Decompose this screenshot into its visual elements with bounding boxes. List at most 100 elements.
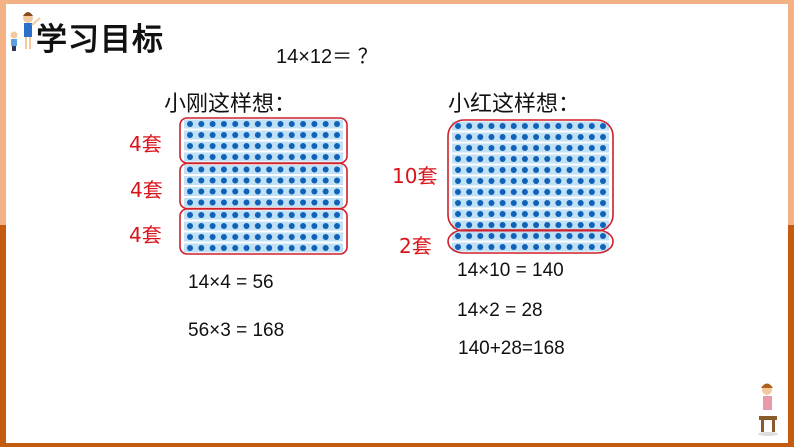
dot [198, 234, 205, 240]
dot [455, 244, 461, 250]
dot [220, 212, 227, 218]
dot [187, 154, 193, 160]
dot [544, 145, 551, 151]
dot [334, 199, 340, 206]
dot [510, 145, 517, 151]
dot [198, 143, 205, 149]
equation: 14×2 = 28 [457, 300, 543, 321]
dot [577, 211, 584, 217]
dot [198, 154, 205, 160]
dot [577, 145, 584, 151]
dot [254, 234, 261, 240]
dot [566, 189, 573, 195]
dot [566, 200, 573, 206]
row-stripe [452, 220, 609, 230]
dot [277, 234, 284, 240]
right-heading: 小红这样想： [448, 92, 581, 117]
dot [600, 123, 606, 129]
dot [198, 223, 205, 229]
dot [466, 167, 473, 173]
dot [455, 134, 461, 140]
dot [232, 121, 239, 127]
dot [334, 143, 340, 149]
dot [209, 132, 216, 138]
dot [300, 245, 307, 251]
dot [521, 200, 528, 206]
dot [510, 222, 517, 228]
dot [477, 211, 484, 217]
dot [322, 188, 329, 195]
dot [488, 156, 495, 162]
dot [600, 189, 606, 195]
dot [588, 167, 595, 173]
dot [555, 233, 562, 239]
dot [254, 154, 261, 160]
dot [209, 212, 216, 218]
dot [588, 145, 595, 151]
dot [510, 156, 517, 162]
dot [277, 132, 284, 138]
dot [544, 167, 551, 173]
dot [488, 123, 495, 129]
dot [521, 211, 528, 217]
row-stripe [452, 121, 609, 131]
dot [566, 145, 573, 151]
dot [477, 200, 484, 206]
dot [588, 189, 595, 195]
dot [209, 143, 216, 149]
dot [577, 156, 584, 162]
dot [288, 188, 295, 195]
dot [266, 234, 273, 240]
dot [555, 178, 562, 184]
dot [254, 143, 261, 149]
dot [521, 123, 528, 129]
dot [533, 167, 540, 173]
dot [288, 212, 295, 218]
dot [600, 244, 606, 250]
dot [187, 212, 193, 218]
dot [600, 134, 606, 140]
dot [322, 132, 329, 138]
dot [300, 223, 307, 229]
dot [334, 154, 340, 160]
group-box [179, 208, 348, 255]
dot [488, 200, 495, 206]
dot [243, 223, 250, 229]
dot [521, 233, 528, 239]
dot [300, 166, 307, 173]
dot [254, 177, 261, 184]
dot [311, 212, 318, 218]
dot [209, 166, 216, 173]
dot [288, 223, 295, 229]
dot [311, 234, 318, 240]
dot [187, 234, 193, 240]
dot [277, 223, 284, 229]
dot [455, 211, 461, 217]
dot [266, 188, 273, 195]
dot [533, 200, 540, 206]
dot [322, 199, 329, 206]
row-stripe [452, 132, 609, 142]
dot [566, 244, 573, 250]
row-stripe [452, 165, 609, 175]
row-stripe [184, 176, 343, 185]
dot [209, 188, 216, 195]
dot [455, 167, 461, 173]
dot [311, 121, 318, 127]
dot [499, 134, 506, 140]
dot [466, 211, 473, 217]
dot [322, 223, 329, 229]
dot [499, 156, 506, 162]
dot [566, 123, 573, 129]
dot [254, 199, 261, 206]
dot [600, 211, 606, 217]
dot [322, 245, 329, 251]
dot [510, 211, 517, 217]
dot [588, 200, 595, 206]
dot [220, 154, 227, 160]
dot [311, 199, 318, 206]
dot [198, 245, 205, 251]
dot [600, 167, 606, 173]
dot [499, 189, 506, 195]
